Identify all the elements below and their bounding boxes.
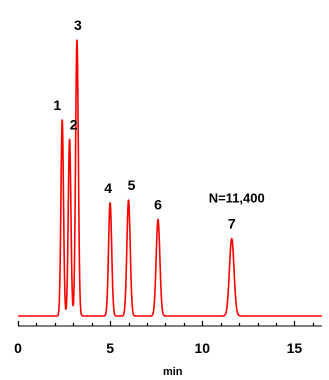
x-axis-title: min bbox=[163, 366, 183, 378]
peak-label: 2 bbox=[70, 116, 78, 132]
peak-label: 3 bbox=[74, 17, 82, 33]
x-tick-label: 15 bbox=[287, 340, 303, 356]
peak-label: 5 bbox=[128, 177, 136, 193]
chromatogram-trace bbox=[17, 39, 323, 317]
x-tick-label: 10 bbox=[194, 340, 210, 356]
x-axis-ticks: 0 5 10 15 bbox=[14, 321, 315, 356]
peak-label: 1 bbox=[53, 97, 61, 113]
peak-label: 4 bbox=[104, 180, 112, 196]
peak-label: 6 bbox=[154, 196, 162, 212]
peak-labels: 12 3 4 5 6 7 bbox=[53, 17, 236, 232]
x-tick-label: 0 bbox=[14, 340, 22, 356]
x-tick-label: 5 bbox=[106, 340, 114, 356]
peak-label: 7 bbox=[228, 216, 236, 232]
plate-count-annotation: N=11,400 bbox=[209, 191, 265, 206]
